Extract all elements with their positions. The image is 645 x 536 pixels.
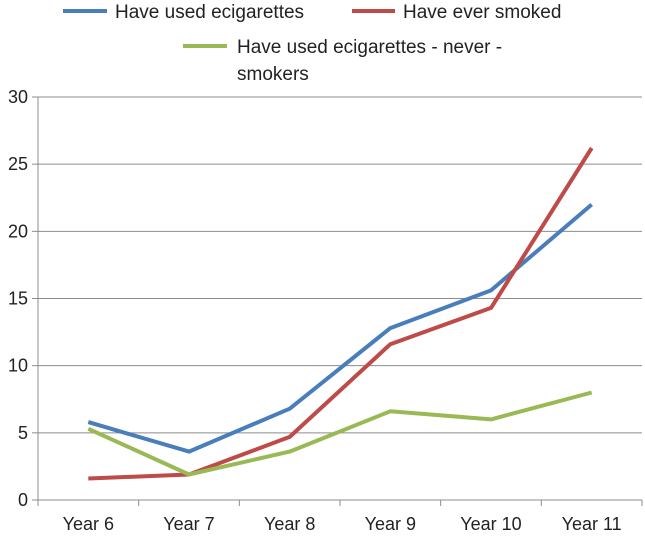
data-point	[489, 417, 493, 421]
x-tick-label: Year 7	[163, 514, 214, 534]
series-line-have-used-ecigarettes-never-smokers	[87, 390, 593, 477]
data-point	[288, 435, 292, 439]
x-tick-label: Year 8	[264, 514, 315, 534]
data-point	[86, 477, 90, 481]
x-tick-label: Year 11	[562, 514, 622, 534]
y-tick-label: 0	[18, 490, 28, 510]
legend: Have used ecigarettes Have ever smoked H…	[63, 2, 561, 85]
data-point	[489, 306, 493, 310]
plot-area: 0 5 10 15 20 25 30 Year 6 Year 7 Year 8 Year 9 Year…	[8, 87, 643, 534]
x-tick-label: Year 9	[365, 514, 416, 534]
legend-label-never-smokers-line2: smokers	[237, 64, 309, 85]
data-point	[288, 450, 292, 454]
data-point	[590, 146, 594, 150]
data-point	[86, 420, 90, 424]
legend-label-never-smokers-line1: Have used ecigarettes - never -	[237, 37, 502, 58]
y-tick-label: 20	[8, 221, 28, 241]
legend-label-have-used-ecigarettes: Have used ecigarettes	[115, 2, 304, 23]
data-point	[489, 288, 493, 292]
data-point	[187, 472, 191, 476]
data-point	[590, 391, 594, 395]
y-tick-label: 10	[8, 356, 28, 376]
data-point	[590, 202, 594, 206]
legend-label-have-ever-smoked: Have ever smoked	[403, 2, 561, 23]
y-tick-label: 30	[8, 87, 28, 107]
data-point	[187, 450, 191, 454]
x-tick-label: Year 10	[460, 514, 521, 534]
data-point	[388, 342, 392, 346]
series-line-have-ever-smoked	[88, 146, 594, 481]
x-tick-label: Year 6	[63, 514, 114, 534]
y-tick-label: 25	[8, 154, 28, 174]
data-point	[86, 427, 90, 431]
series-line-have-used-ecigarettes	[87, 202, 593, 454]
y-tick-label: 5	[18, 423, 28, 443]
data-point	[388, 409, 392, 413]
data-point	[388, 326, 392, 330]
y-tick-label: 15	[8, 289, 28, 309]
data-point	[288, 407, 292, 411]
